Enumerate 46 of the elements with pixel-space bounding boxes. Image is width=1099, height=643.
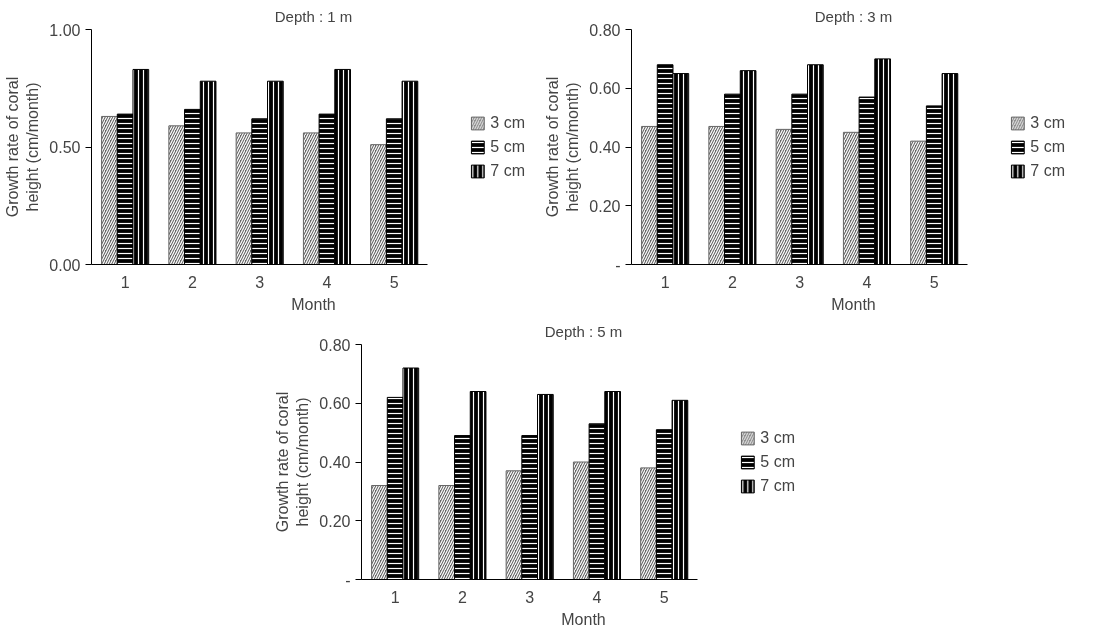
- legend-label: 7 cm: [1030, 161, 1065, 180]
- y-tick-label: 0.50: [49, 139, 81, 156]
- y-tick-label: -: [615, 256, 621, 274]
- y-tick-label: 0.20: [589, 197, 621, 215]
- y-axis-title: Growth rate of coral height (cm/month): [543, 76, 582, 218]
- legend-label: 3 cm: [1030, 113, 1065, 132]
- x-tick-label: 2: [187, 273, 197, 291]
- legend-label: 5 cm: [490, 137, 525, 156]
- legend-label: 3 cm: [490, 113, 525, 132]
- legend-label: 7 cm: [760, 476, 795, 495]
- x-tick-label: 3: [525, 588, 535, 606]
- x-tick-label: 1: [390, 588, 400, 606]
- x-tick-label: 2: [457, 588, 467, 606]
- y-tick-label: 1.00: [49, 21, 81, 39]
- x-tick-label: 4: [322, 273, 332, 291]
- legend-label: 5 cm: [760, 452, 795, 471]
- y-tick-label: -: [345, 571, 351, 589]
- y-tick-label: 0.80: [319, 336, 351, 354]
- legend-label: 5 cm: [1030, 137, 1065, 156]
- y-tick-label: 0.40: [589, 139, 621, 156]
- y-tick-label: 0.60: [589, 80, 621, 98]
- y-tick-label: 0.00: [49, 256, 81, 274]
- x-tick-label: 5: [929, 273, 939, 291]
- legend-label: 7 cm: [490, 161, 525, 180]
- x-tick-label: 3: [255, 273, 265, 291]
- x-tick-label: 2: [727, 273, 737, 291]
- x-tick-label: 4: [862, 273, 872, 291]
- y-tick-label: 0.20: [319, 512, 351, 530]
- x-axis-title: Month: [831, 295, 876, 313]
- x-tick-label: 1: [120, 273, 130, 291]
- x-tick-label: 4: [592, 588, 602, 606]
- x-tick-label: 1: [660, 273, 670, 291]
- x-axis-title: Month: [561, 610, 606, 628]
- chart-title: Depth : 3 m: [814, 7, 893, 25]
- x-tick-label: 5: [389, 273, 399, 291]
- chart-title: Depth : 5 m: [544, 322, 623, 340]
- y-tick-label: 0.80: [589, 21, 621, 39]
- y-axis-title: Growth rate of coral height (cm/month): [273, 391, 312, 533]
- legend-label: 3 cm: [760, 428, 795, 447]
- y-tick-label: 0.60: [319, 395, 351, 413]
- x-tick-label: 5: [659, 588, 669, 606]
- x-axis-title: Month: [291, 295, 336, 313]
- y-tick-label: 0.40: [319, 454, 351, 471]
- x-tick-label: 3: [795, 273, 805, 291]
- chart-title: Depth : 1 m: [274, 7, 353, 25]
- y-axis-title: Growth rate of coral height (cm/month): [3, 76, 42, 218]
